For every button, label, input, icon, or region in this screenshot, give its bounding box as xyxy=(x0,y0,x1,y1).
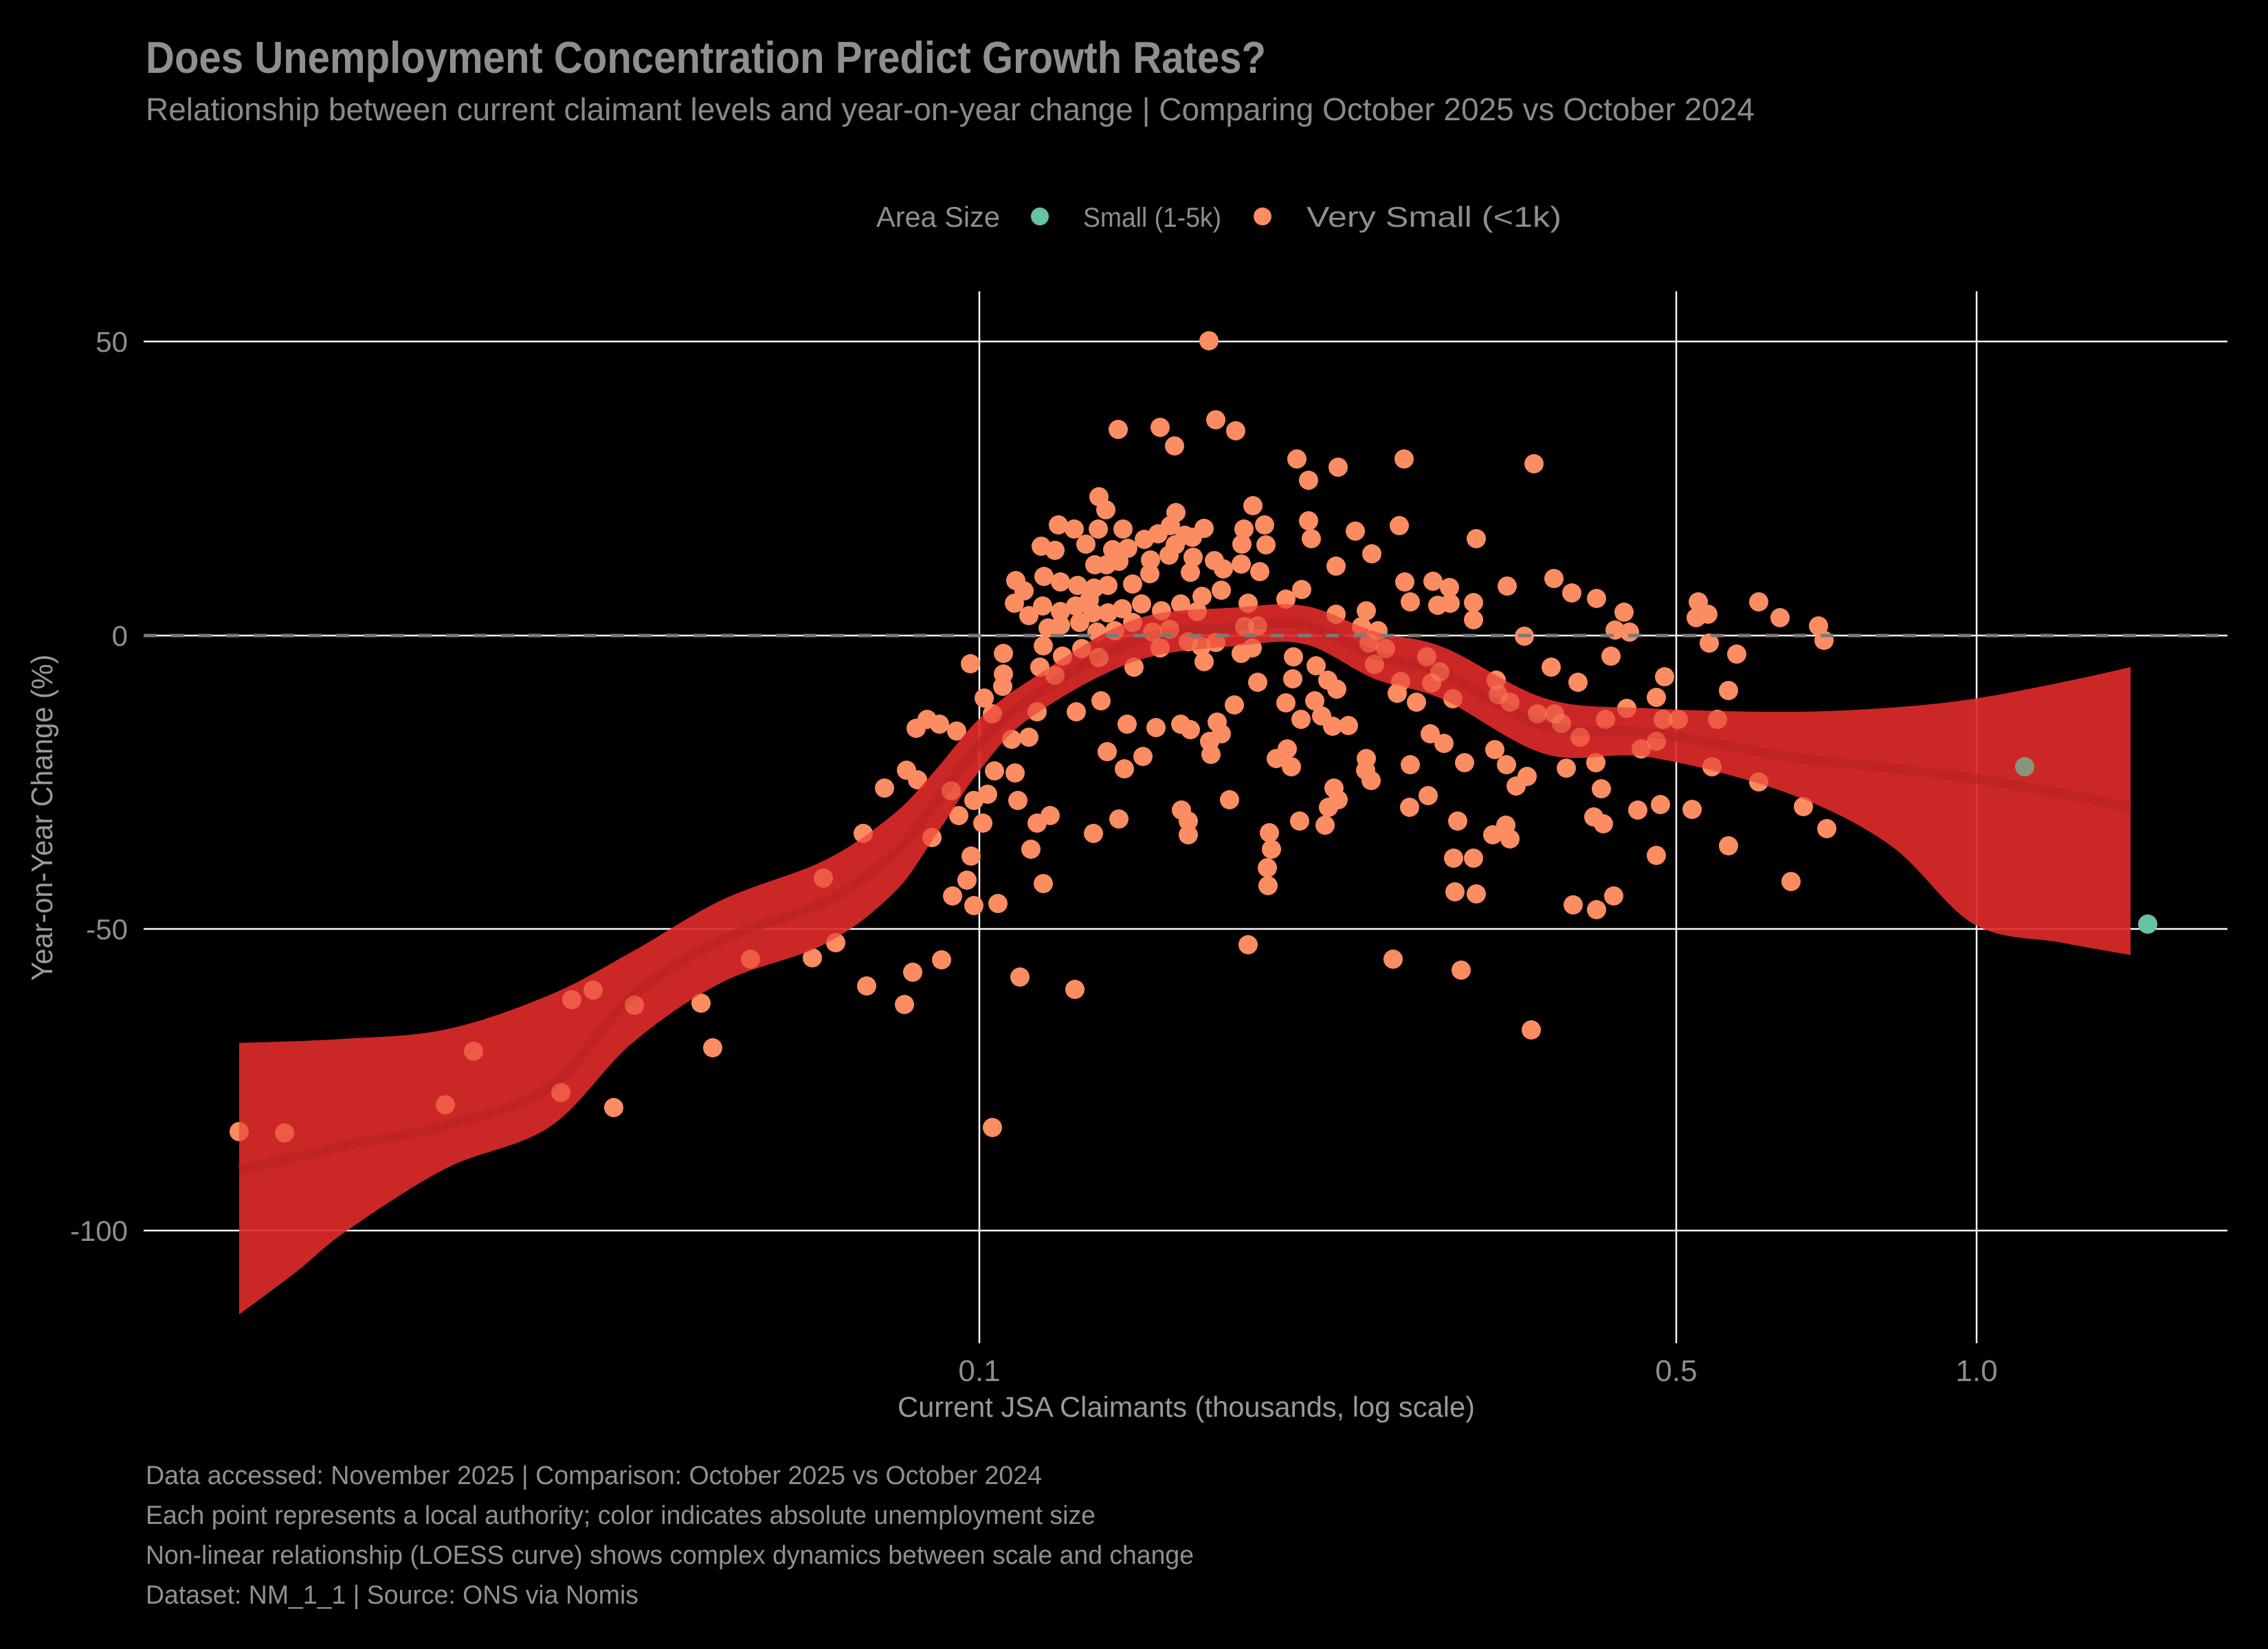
svg-text:Relationship between current c: Relationship between current claimant le… xyxy=(146,91,1755,127)
svg-text:Area Size: Area Size xyxy=(876,201,1000,233)
svg-text:Year-on-Year Change (%): Year-on-Year Change (%) xyxy=(25,655,59,981)
svg-text:0.1: 0.1 xyxy=(958,1354,1000,1388)
svg-text:-50: -50 xyxy=(86,913,128,945)
svg-text:Very Small (<1k): Very Small (<1k) xyxy=(1307,201,1561,233)
svg-text:-100: -100 xyxy=(70,1215,128,1247)
svg-text:Each point represents a local: Each point represents a local authority;… xyxy=(146,1501,1096,1530)
svg-text:1.0: 1.0 xyxy=(1955,1354,1997,1388)
svg-text:Small (1-5k): Small (1-5k) xyxy=(1083,203,1221,233)
svg-text:Non-linear relationship (LOESS: Non-linear relationship (LOESS curve) sh… xyxy=(146,1541,1194,1570)
svg-text:0: 0 xyxy=(112,620,128,652)
svg-text:Data accessed: November 2025 |: Data accessed: November 2025 | Compariso… xyxy=(146,1461,1042,1490)
svg-text:Current JSA Claimants (thousan: Current JSA Claimants (thousands, log sc… xyxy=(898,1391,1475,1423)
svg-text:Does Unemployment Concentratio: Does Unemployment Concentration Predict … xyxy=(146,32,1266,82)
svg-text:0.5: 0.5 xyxy=(1655,1354,1697,1388)
svg-text:Dataset: NM_1_1 | Source: ONS: Dataset: NM_1_1 | Source: ONS via Nomis xyxy=(146,1581,638,1610)
svg-text:50: 50 xyxy=(96,326,128,358)
